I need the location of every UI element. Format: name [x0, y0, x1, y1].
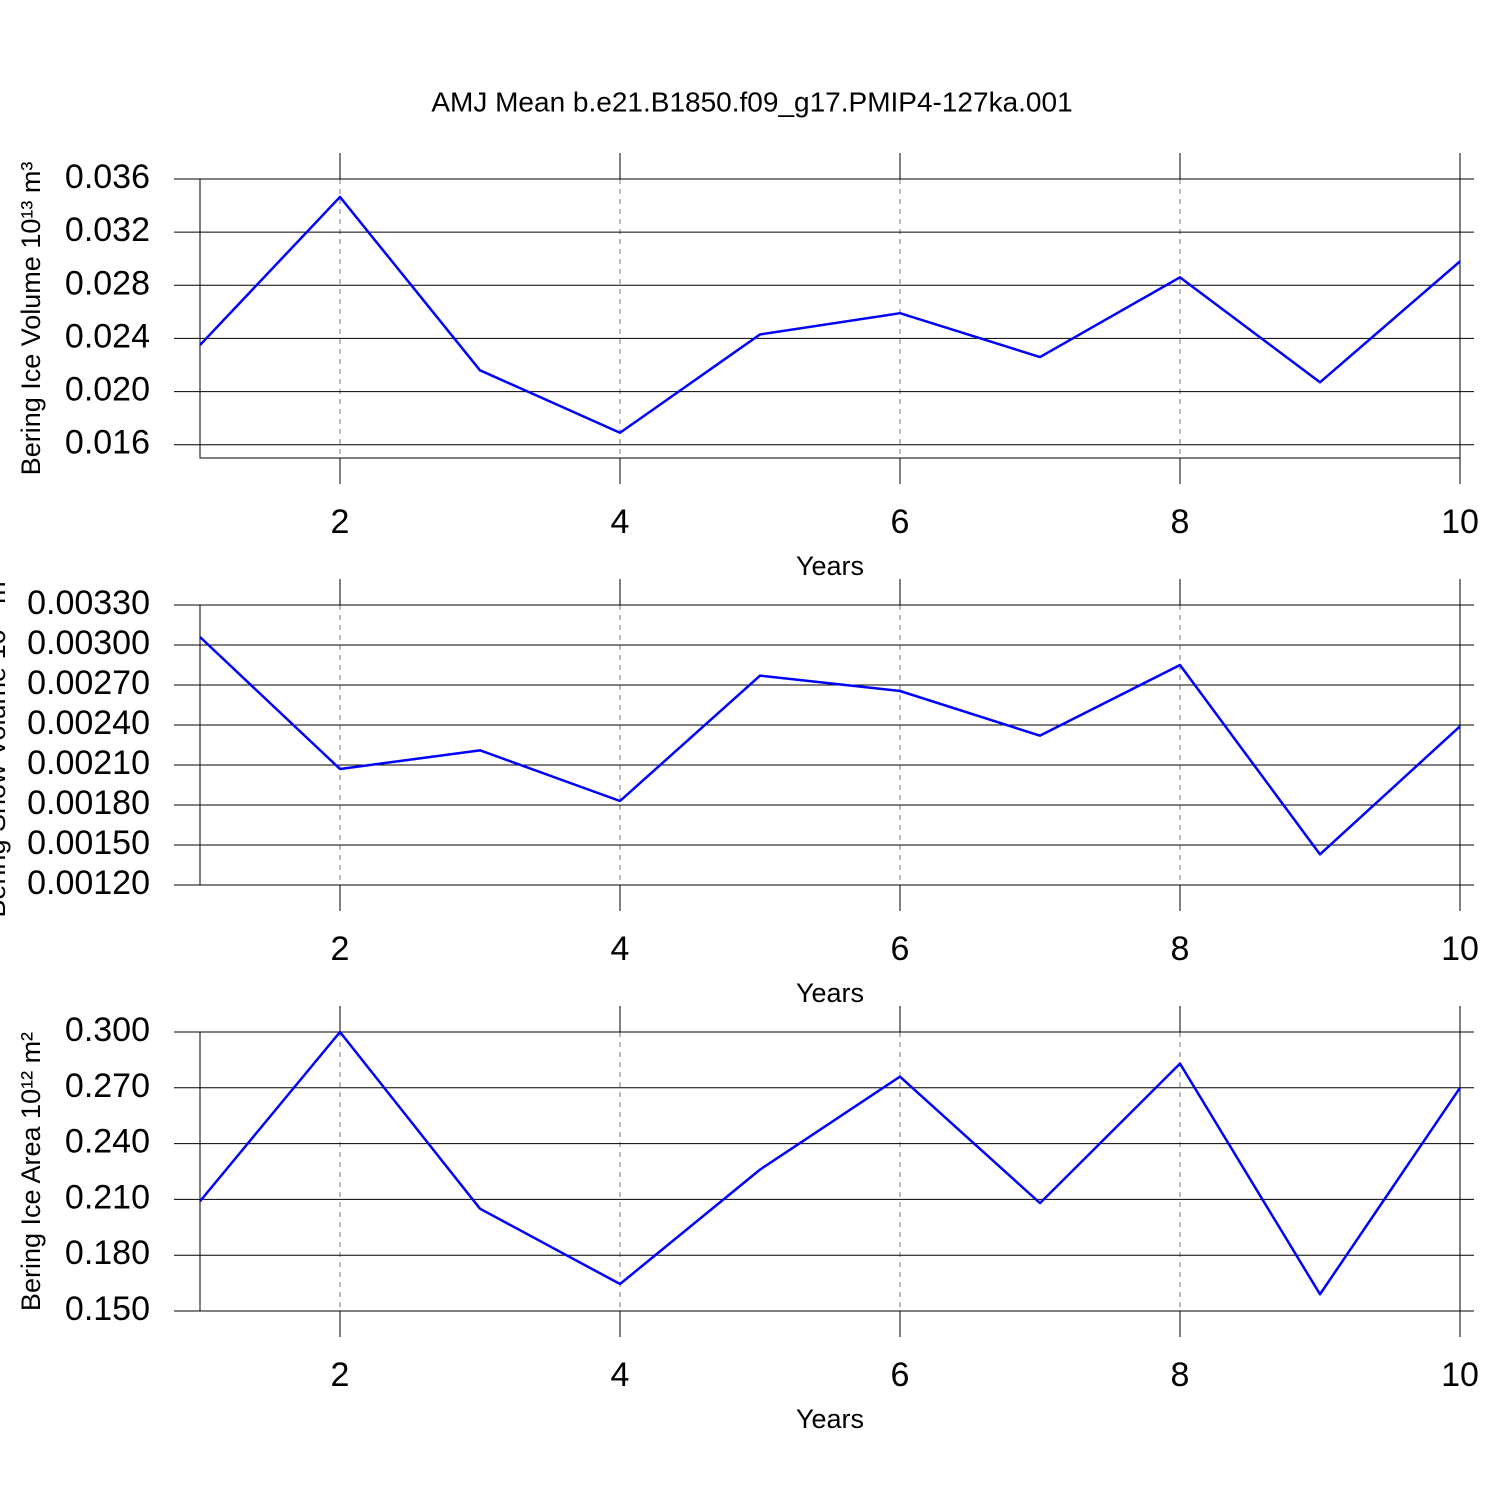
x-tick-label: 6: [891, 930, 910, 968]
y-tick-label: 0.240: [65, 1123, 150, 1161]
x-tick-label: 8: [1171, 930, 1190, 968]
x-tick-label: 8: [1171, 503, 1190, 541]
y-tick-label: 0.00300: [27, 624, 150, 662]
y-tick-label: 0.180: [65, 1234, 150, 1272]
x-tick-label: 4: [611, 1356, 630, 1394]
y-tick-label: 0.300: [65, 1011, 150, 1049]
x-tick-label: 4: [611, 930, 630, 968]
plot-frame: [199, 178, 1461, 459]
x-tick-label: 2: [331, 930, 350, 968]
y-tick-label: 0.020: [65, 371, 150, 409]
x-axis-title: Years: [796, 978, 864, 1008]
y-tick-label: 0.00270: [27, 664, 150, 702]
y-tick-label: 0.036: [65, 158, 150, 196]
x-tick-label: 10: [1441, 1356, 1479, 1394]
y-tick-label: 0.028: [65, 264, 150, 302]
data-line: [199, 195, 1461, 435]
x-tick-label: 8: [1171, 1356, 1190, 1394]
x-tick-label: 10: [1441, 503, 1479, 541]
x-tick-label: 6: [891, 1356, 910, 1394]
x-tick-label: 2: [331, 1356, 350, 1394]
y-tick-label: 0.016: [65, 424, 150, 462]
data-line: [199, 1030, 1462, 1296]
y-tick-label: 0.00150: [27, 824, 150, 862]
x-tick-label: 10: [1441, 930, 1479, 968]
y-tick-label: 0.00120: [27, 864, 150, 902]
y-axis-title: Bering Ice Area 10¹² m²: [16, 1032, 46, 1311]
data-line: [199, 636, 1461, 856]
y-tick-label: 0.270: [65, 1067, 150, 1105]
y-tick-label: 0.00180: [27, 784, 150, 822]
x-tick-label: 4: [611, 503, 630, 541]
plot-frame: [199, 604, 1461, 886]
y-axis-title: Bering Ice Volume 10¹³ m³: [16, 162, 46, 476]
x-tick-label: 6: [891, 503, 910, 541]
x-axis-title: Years: [796, 551, 864, 581]
y-tick-label: 0.00240: [27, 704, 150, 742]
y-tick-label: 0.00210: [27, 744, 150, 782]
x-axis-title: Years: [796, 1404, 864, 1434]
y-tick-label: 0.032: [65, 211, 150, 249]
x-tick-label: 2: [331, 503, 350, 541]
y-tick-label: 0.00330: [27, 584, 150, 622]
y-tick-label: 0.150: [65, 1290, 150, 1328]
y-axis-title: Bering Snow Volume 10¹³ m³: [0, 572, 11, 917]
chart-title: AMJ Mean b.e21.B1850.f09_g17.PMIP4-127ka…: [431, 86, 1072, 117]
y-tick-label: 0.024: [65, 317, 150, 355]
plot-frame: [199, 1031, 1461, 1312]
y-tick-label: 0.210: [65, 1178, 150, 1216]
